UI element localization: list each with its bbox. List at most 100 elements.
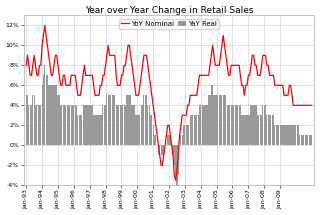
Bar [183,125,184,145]
Bar [196,115,197,145]
Bar [159,145,160,155]
Bar [305,135,306,145]
Bar [217,95,219,145]
Bar [272,115,273,145]
Bar [65,105,67,145]
Bar [277,125,278,145]
Bar [142,105,143,145]
Bar [258,115,260,145]
Bar [295,125,297,145]
Bar [44,65,45,145]
YoY Nominal [124,64,127,67]
Bar [308,135,310,145]
Bar [55,85,56,145]
Bar [178,145,179,175]
Bar [100,115,101,145]
Bar [238,105,240,145]
Bar [202,105,203,145]
Bar [94,115,96,145]
Bar [302,135,303,145]
Bar [191,115,192,145]
Bar [113,95,114,145]
Bar [162,145,163,155]
YoY Nominal [89,74,93,77]
Bar [200,105,201,145]
Bar [155,135,156,145]
Bar [290,125,291,145]
Bar [130,95,131,145]
Bar [134,105,135,145]
Bar [210,95,211,145]
Bar [86,105,88,145]
Bar [154,135,155,145]
Bar [251,105,252,145]
Bar [85,105,86,145]
Bar [168,135,170,145]
Bar [229,105,230,145]
Bar [264,105,265,145]
Bar [36,105,37,145]
Bar [88,105,89,145]
Bar [35,105,36,145]
Bar [170,135,171,145]
Bar [51,85,52,145]
Bar [197,115,199,145]
Bar [158,145,159,155]
Bar [223,95,224,145]
Bar [297,125,298,145]
YoY Nominal [310,104,314,107]
Bar [281,125,282,145]
Bar [167,135,168,145]
Bar [48,85,49,145]
Bar [122,105,123,145]
Bar [182,135,183,145]
Bar [42,85,43,145]
Bar [192,115,193,145]
Bar [59,95,60,145]
Bar [30,105,31,145]
Bar [216,95,217,145]
Bar [153,125,154,145]
Bar [257,115,258,145]
Bar [270,115,271,145]
Bar [190,115,191,145]
Bar [231,105,232,145]
Bar [303,135,304,145]
Bar [289,125,290,145]
Bar [110,95,111,145]
Bar [127,95,129,145]
Bar [79,115,80,145]
Bar [225,95,227,145]
Bar [137,115,138,145]
YoY Nominal [24,64,28,67]
YoY Nominal [174,179,178,182]
Bar [45,75,47,145]
Bar [71,105,72,145]
Bar [61,105,62,145]
Bar [244,115,245,145]
Bar [57,95,59,145]
Bar [208,95,209,145]
Bar [114,95,116,145]
Bar [241,115,242,145]
Bar [146,95,147,145]
Bar [120,105,121,145]
Bar [236,105,237,145]
Bar [307,135,308,145]
Bar [227,105,228,145]
Bar [76,105,77,145]
Bar [213,95,214,145]
Bar [26,95,27,145]
Bar [83,105,84,145]
Bar [204,105,205,145]
Bar [68,105,69,145]
Bar [32,95,33,145]
Bar [248,115,249,145]
Bar [186,125,187,145]
Bar [184,125,186,145]
Bar [92,105,93,145]
Bar [98,115,100,145]
Bar [129,95,130,145]
Bar [50,85,51,145]
Bar [104,105,105,145]
